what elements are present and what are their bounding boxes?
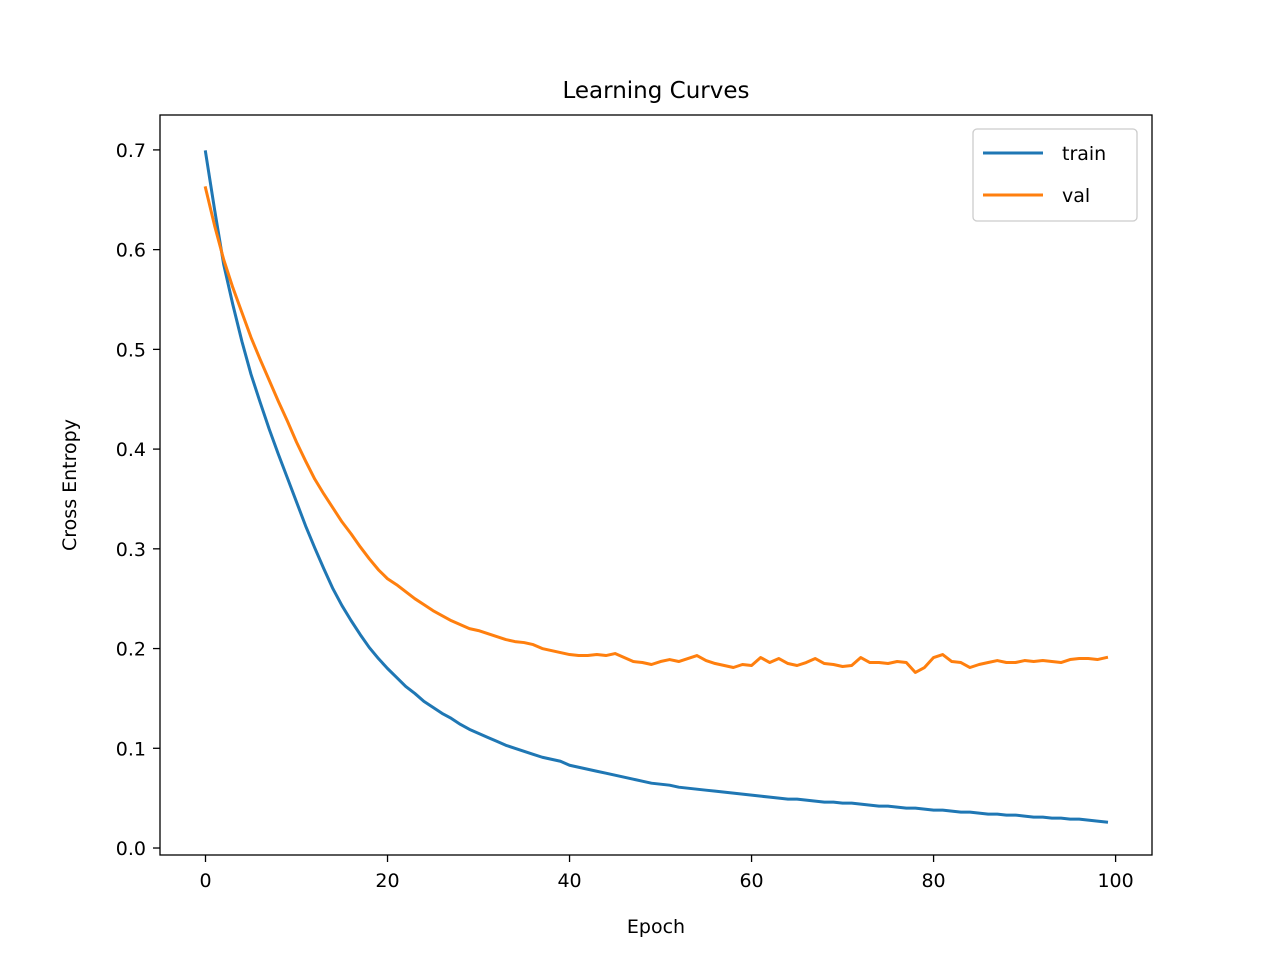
- x-tick-label: 20: [375, 870, 399, 892]
- series-line-train: [203, 150, 1109, 824]
- y-tick-label: 0.0: [116, 838, 146, 860]
- y-tick-label: 0.2: [116, 639, 146, 661]
- x-tick-label: 80: [921, 870, 945, 892]
- x-tick-label: 60: [739, 870, 763, 892]
- x-tick-label: 100: [1097, 870, 1133, 892]
- series-line-val: [203, 185, 1109, 674]
- series-layer: [203, 150, 1109, 824]
- y-tick-label: 0.4: [116, 439, 146, 461]
- x-tick-label: 0: [199, 870, 211, 892]
- y-tick-label: 0.6: [116, 240, 146, 262]
- x-axis-ticks: 0 20 40 60 80 100: [199, 855, 1134, 892]
- legend-label-val: val: [1062, 185, 1090, 207]
- x-tick-label: 40: [557, 870, 581, 892]
- x-axis-label: Epoch: [627, 916, 685, 938]
- y-tick-label: 0.7: [116, 140, 146, 162]
- y-axis-label: Cross Entropy: [59, 419, 81, 551]
- plot-area: [159, 114, 1153, 856]
- y-tick-label: 0.5: [116, 339, 146, 361]
- y-axis-ticks: 0.0 0.1 0.2 0.3 0.4 0.5 0.6 0.7: [116, 140, 160, 860]
- y-tick-label: 0.3: [116, 539, 146, 561]
- legend-items: train val: [983, 143, 1106, 207]
- chart-title: Learning Curves: [563, 78, 750, 104]
- legend: train val: [972, 128, 1138, 222]
- legend-label-train: train: [1062, 143, 1106, 165]
- y-tick-label: 0.1: [116, 738, 146, 760]
- legend-frame: [972, 128, 1138, 222]
- axes-frame: [159, 114, 1153, 856]
